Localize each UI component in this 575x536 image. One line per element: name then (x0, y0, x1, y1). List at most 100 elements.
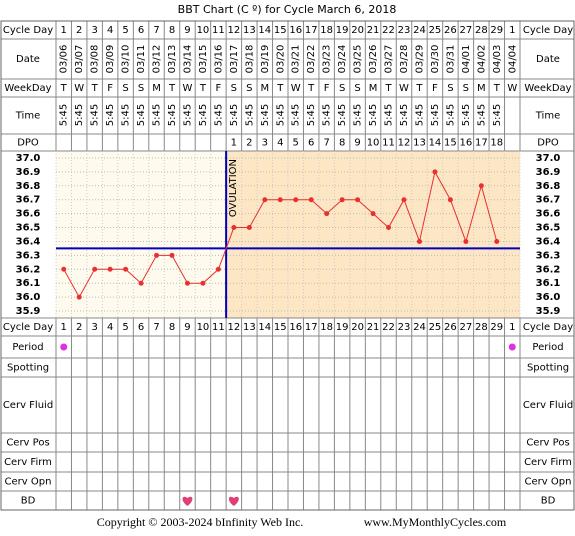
date: 03/09 (105, 45, 116, 74)
time: 5:45 (229, 104, 240, 126)
date: 03/06 (59, 45, 70, 74)
time: 5:45 (198, 104, 209, 126)
row-label: Time (15, 111, 40, 122)
cycle-day: 15 (274, 25, 287, 36)
chart-title: BBT Chart (C º) for Cycle March 6, 2018 (178, 3, 397, 16)
date: 03/23 (322, 45, 333, 74)
time: 5:45 (337, 104, 348, 126)
cycle-day: 16 (289, 322, 302, 333)
time: 5:45 (105, 104, 116, 126)
weekday: S (463, 83, 469, 94)
weekday: S (122, 83, 128, 94)
weekday: F (107, 83, 113, 94)
cycle-day: 20 (351, 25, 364, 36)
y-tick-label: 36.6 (16, 209, 41, 220)
y-tick-label: 36.0 (16, 292, 41, 303)
cycle-day: 29 (490, 25, 503, 36)
cycle-day: 19 (336, 25, 349, 36)
y-tick-label: 36.8 (536, 181, 561, 192)
cycle-day: 13 (243, 25, 256, 36)
time: 5:45 (90, 104, 101, 126)
date: 03/28 (399, 45, 410, 74)
y-tick-label: 37.0 (16, 153, 41, 164)
weekday: T (493, 83, 501, 94)
weekday: S (339, 83, 345, 94)
period-dot (60, 343, 68, 351)
cycle-day: 1 (61, 322, 67, 333)
temperature-point (308, 197, 314, 203)
temperature-point (246, 225, 252, 231)
cycle-day: 27 (459, 25, 472, 36)
frame (0, 20, 575, 511)
period-dot (508, 343, 516, 351)
dpo: 1 (231, 138, 237, 149)
time: 5:45 (213, 104, 224, 126)
date: 03/10 (121, 45, 132, 74)
cycle-day: 28 (475, 25, 488, 36)
temperature-point (154, 252, 160, 258)
temperature-point (478, 183, 484, 189)
temperature-point (200, 280, 206, 286)
cycle-day: 4 (107, 25, 113, 36)
cycle-day: 25 (429, 25, 442, 36)
row-label: Cerv Fluid (3, 400, 53, 411)
weekday: F (324, 83, 330, 94)
row-label: Cerv Opn (5, 477, 52, 488)
weekday: W (399, 83, 409, 94)
cycle-day: 17 (305, 322, 318, 333)
temperature-point (107, 266, 113, 272)
date: 03/24 (337, 45, 348, 74)
cycle-day: 24 (413, 322, 426, 333)
cycle-day: 26 (444, 25, 457, 36)
date: 04/04 (507, 45, 518, 74)
time: 5:45 (322, 104, 333, 126)
row-label: BD (21, 496, 36, 507)
time: 5:45 (368, 104, 379, 126)
dpo: 14 (429, 138, 442, 149)
row-label: Date (536, 54, 560, 65)
temperature-point (231, 225, 237, 231)
dpo: 10 (367, 138, 380, 149)
weekday: W (507, 83, 517, 94)
cycle-day: 28 (475, 322, 488, 333)
weekday: S (354, 83, 360, 94)
time: 5:45 (414, 104, 425, 126)
cycle-day: 2 (76, 322, 82, 333)
cycle-day: 18 (320, 322, 333, 333)
temperature-point (447, 197, 453, 203)
weekday: S (447, 83, 453, 94)
row-label: Period (12, 342, 43, 353)
dpo: 8 (339, 138, 345, 149)
dpo: 13 (413, 138, 426, 149)
date: 03/12 (152, 45, 163, 74)
cycle-day: 29 (490, 322, 503, 333)
website[interactable]: www.MyMonthlyCycles.com (364, 515, 507, 529)
cycle-day: 1 (61, 25, 67, 36)
cycle-day: 3 (91, 322, 97, 333)
time: 5:45 (492, 104, 503, 126)
bd-heart (228, 496, 239, 506)
cycle-day: 1 (509, 322, 515, 333)
cycle-day: 27 (459, 322, 472, 333)
cycle-day: 8 (169, 322, 175, 333)
cycle-day: 9 (184, 322, 190, 333)
cycle-day: 21 (367, 25, 380, 36)
y-tick-label: 36.7 (536, 195, 561, 206)
row-label: DPO (537, 138, 559, 149)
cycle-day: 25 (429, 322, 442, 333)
cycle-day: 16 (289, 25, 302, 36)
time: 5:45 (260, 104, 271, 126)
temperature-point (277, 197, 283, 203)
dpo: 11 (382, 138, 395, 149)
temperature-point (92, 266, 98, 272)
temperature-point (262, 197, 268, 203)
time: 5:45 (306, 104, 317, 126)
row-label: Cerv Pos (6, 438, 49, 449)
date: 03/13 (167, 45, 178, 74)
cycle-day: 5 (122, 322, 128, 333)
temperature-point (215, 266, 221, 272)
weekday: S (246, 83, 252, 94)
cycle-day: 9 (184, 25, 190, 36)
temperature-point (61, 266, 67, 272)
